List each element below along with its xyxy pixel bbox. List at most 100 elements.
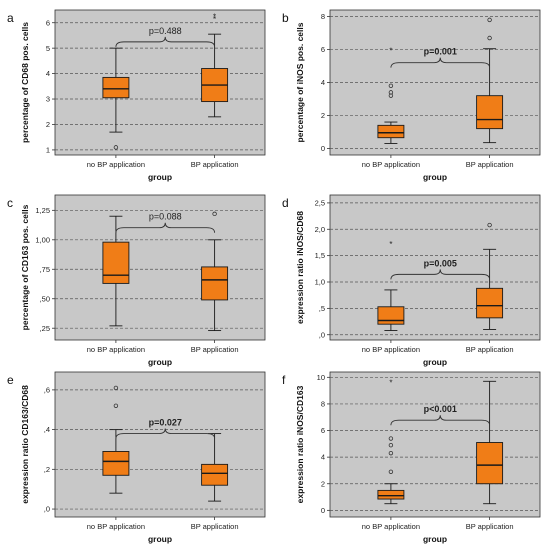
box-iqr: [102, 451, 130, 476]
x-tick-label: BP application: [466, 522, 514, 531]
plot-area: [54, 194, 266, 341]
outlier-point: [113, 403, 119, 408]
plot-area: [329, 194, 541, 341]
significance-brace: [115, 36, 216, 47]
box-iqr: [377, 124, 405, 139]
y-tick-label: 2: [321, 111, 325, 120]
y-tick-label: 1: [46, 146, 50, 155]
y-tick-label: 0: [321, 144, 325, 153]
box-no-bp: [102, 215, 130, 327]
y-tick-label: 6: [46, 18, 50, 27]
box-iqr: [102, 241, 130, 284]
y-tick-label: 6: [321, 45, 325, 54]
panel-a: 1 2 3 4 5 6 no BP application BP application gro…: [7, 9, 266, 182]
y-tick-label: 1,5: [315, 251, 325, 260]
panel-letter: c: [7, 196, 13, 210]
y-tick-label: 1,0: [315, 278, 325, 287]
y-tick-label: 6: [321, 426, 325, 435]
y-tick-label: ,6: [44, 385, 50, 394]
p-value-label: p=0.488: [149, 26, 182, 36]
extreme-point: *: [213, 12, 216, 21]
y-axis-label: expression ratio CD163/CD68: [20, 385, 30, 504]
outlier-point: [388, 450, 394, 456]
y-axis-label: percentage of iNOS pos. cells: [295, 22, 305, 142]
outlier-point: [487, 222, 492, 228]
y-tick-label: 4: [321, 453, 325, 462]
y-tick-label: ,25: [40, 324, 50, 333]
p-value-label: p=0.005: [424, 258, 457, 268]
panel-letter: e: [7, 373, 14, 387]
x-axis-label: group: [148, 172, 172, 182]
x-tick-label: BP application: [191, 345, 239, 354]
y-axis-label: expression ratio iNOS/CD68: [295, 211, 305, 324]
y-tick-label: ,5: [319, 304, 325, 313]
y-tick-label: 8: [321, 400, 325, 409]
box-bp: [476, 17, 504, 144]
x-tick-label: no BP application: [87, 522, 145, 531]
significance-brace: [115, 222, 216, 233]
significance-brace: [390, 57, 491, 68]
x-tick-label: BP application: [191, 522, 239, 531]
y-axis-label: percentage of CD163 pos. cells: [20, 204, 30, 330]
box-iqr: [102, 76, 130, 99]
y-tick-label: 0: [321, 506, 325, 515]
p-value-label: p=0.001: [424, 47, 457, 57]
p-value-label: p=0.088: [149, 212, 182, 222]
box-bp: [201, 211, 229, 332]
y-tick-label: 2,5: [315, 199, 325, 208]
x-tick-label: BP application: [466, 160, 514, 169]
outlier-point: [113, 145, 119, 150]
x-tick-label: no BP application: [362, 522, 420, 531]
y-tick-label: ,0: [44, 505, 50, 514]
panel-e: ,0 ,2 ,4 ,6 no BP application BP application g…: [7, 371, 266, 544]
y-tick-label: 1,00: [35, 235, 50, 244]
panel-b: 0 2 4 6 8 no BP application BP application grou…: [282, 9, 541, 182]
plot-area: [54, 9, 266, 156]
box-iqr: [201, 463, 229, 486]
x-axis-label: group: [423, 534, 447, 544]
x-tick-label: no BP application: [87, 345, 145, 354]
p-value-label: p<0.001: [424, 404, 457, 414]
y-axis-label: percentage of CD68 pos. cells: [20, 22, 30, 143]
outlier-point: [487, 17, 492, 23]
outlier-point: [113, 385, 119, 391]
y-tick-label: 4: [321, 78, 325, 87]
outlier-point: [388, 442, 394, 448]
x-axis-label: group: [148, 357, 172, 367]
x-tick-label: no BP application: [362, 345, 420, 354]
box-iqr: [476, 95, 504, 130]
y-tick-label: 3: [46, 95, 50, 104]
x-tick-label: no BP application: [87, 160, 145, 169]
x-axis-label: group: [423, 357, 447, 367]
panel-d: ,0 ,5 1,0 1,5 2,0 2,5 no BP application BP appl…: [282, 194, 541, 367]
plot-area: [329, 371, 541, 518]
box-iqr: [377, 306, 405, 325]
y-tick-label: 2: [321, 479, 325, 488]
y-tick-label: ,0: [319, 330, 325, 339]
y-tick-label: 5: [46, 44, 50, 53]
y-tick-label: ,4: [44, 425, 50, 434]
y-tick-label: ,75: [40, 265, 50, 274]
box-no-bp: *: [377, 379, 405, 505]
outlier-point: [212, 211, 217, 217]
panel-letter: b: [282, 11, 289, 25]
box-iqr: [476, 442, 504, 485]
box-iqr: [476, 287, 504, 319]
y-tick-label: ,2: [44, 465, 50, 474]
panel-letter: f: [282, 373, 286, 387]
extreme-point: *: [213, 15, 216, 24]
box-no-bp: *: [377, 46, 405, 144]
outlier-point: [487, 35, 492, 41]
y-tick-label: ,50: [40, 294, 50, 303]
panel-c: ,25 ,50 ,75 1,00 1,25 no BP application BP app…: [7, 194, 266, 367]
y-axis-label: expression ratio iNOS/CD163: [295, 385, 305, 503]
y-tick-label: 1,25: [35, 206, 50, 215]
p-value-label: p=0.027: [149, 418, 182, 428]
outlier-point: [388, 90, 394, 95]
box-bp: [476, 380, 504, 505]
x-tick-label: no BP application: [362, 160, 420, 169]
outlier-point: [388, 436, 394, 441]
box-bp: **: [201, 12, 229, 118]
significance-brace: [390, 269, 491, 280]
